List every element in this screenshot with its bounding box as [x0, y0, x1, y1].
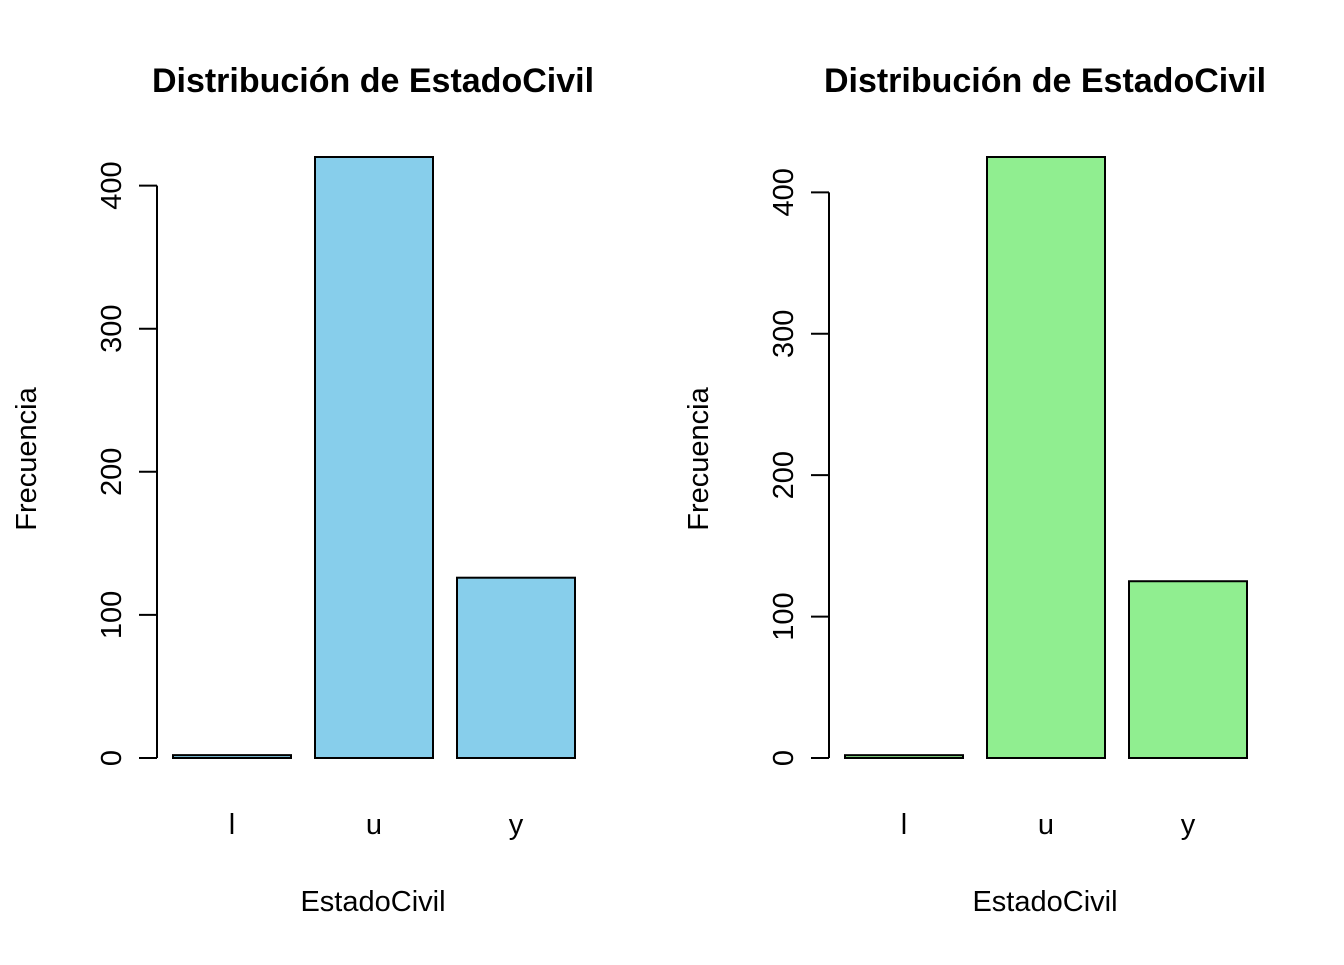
y-tick-label-100: 100: [768, 592, 800, 640]
y-tick-label-300: 300: [96, 305, 128, 353]
y-tick-label-200: 200: [768, 451, 800, 499]
chart-title: Distribución de EstadoCivil: [824, 62, 1266, 100]
y-tick-label-400: 400: [96, 161, 128, 209]
x-tick-label-u: u: [366, 809, 382, 841]
x-tick-label-l: l: [229, 809, 235, 841]
x-tick-label-l: l: [901, 809, 907, 841]
chart-title: Distribución de EstadoCivil: [152, 62, 594, 100]
bar-l: [172, 754, 292, 760]
chart-panel-left: Distribución de EstadoCivil EstadoCivil …: [11, 62, 594, 918]
y-axis: 0 100 200 300 400: [96, 161, 158, 766]
x-axis-title: EstadoCivil: [300, 886, 445, 918]
bar-u: [314, 156, 434, 759]
bar-y: [456, 576, 576, 760]
y-axis-title: Frecuencia: [11, 386, 43, 530]
y-tick-label-200: 200: [96, 448, 128, 496]
bar-u: [986, 156, 1106, 759]
x-axis-title: EstadoCivil: [972, 886, 1117, 918]
y-axis: 0 100 200 300 400: [768, 168, 830, 766]
x-tick-label-y: y: [1181, 809, 1196, 841]
y-tick-label-0: 0: [96, 750, 128, 766]
y-tick-label-0: 0: [768, 750, 800, 766]
bar-group: [172, 156, 576, 760]
y-tick-label-300: 300: [768, 310, 800, 358]
y-axis-title: Frecuencia: [683, 386, 715, 530]
bar-y: [1128, 580, 1248, 759]
bar-l: [844, 754, 964, 759]
chart-panel-right: Distribución de EstadoCivil EstadoCivil …: [683, 62, 1266, 918]
x-tick-label-u: u: [1038, 809, 1054, 841]
y-tick-label-400: 400: [768, 168, 800, 216]
y-tick-label-100: 100: [96, 591, 128, 639]
x-tick-label-y: y: [509, 809, 524, 841]
bar-group: [844, 156, 1248, 759]
